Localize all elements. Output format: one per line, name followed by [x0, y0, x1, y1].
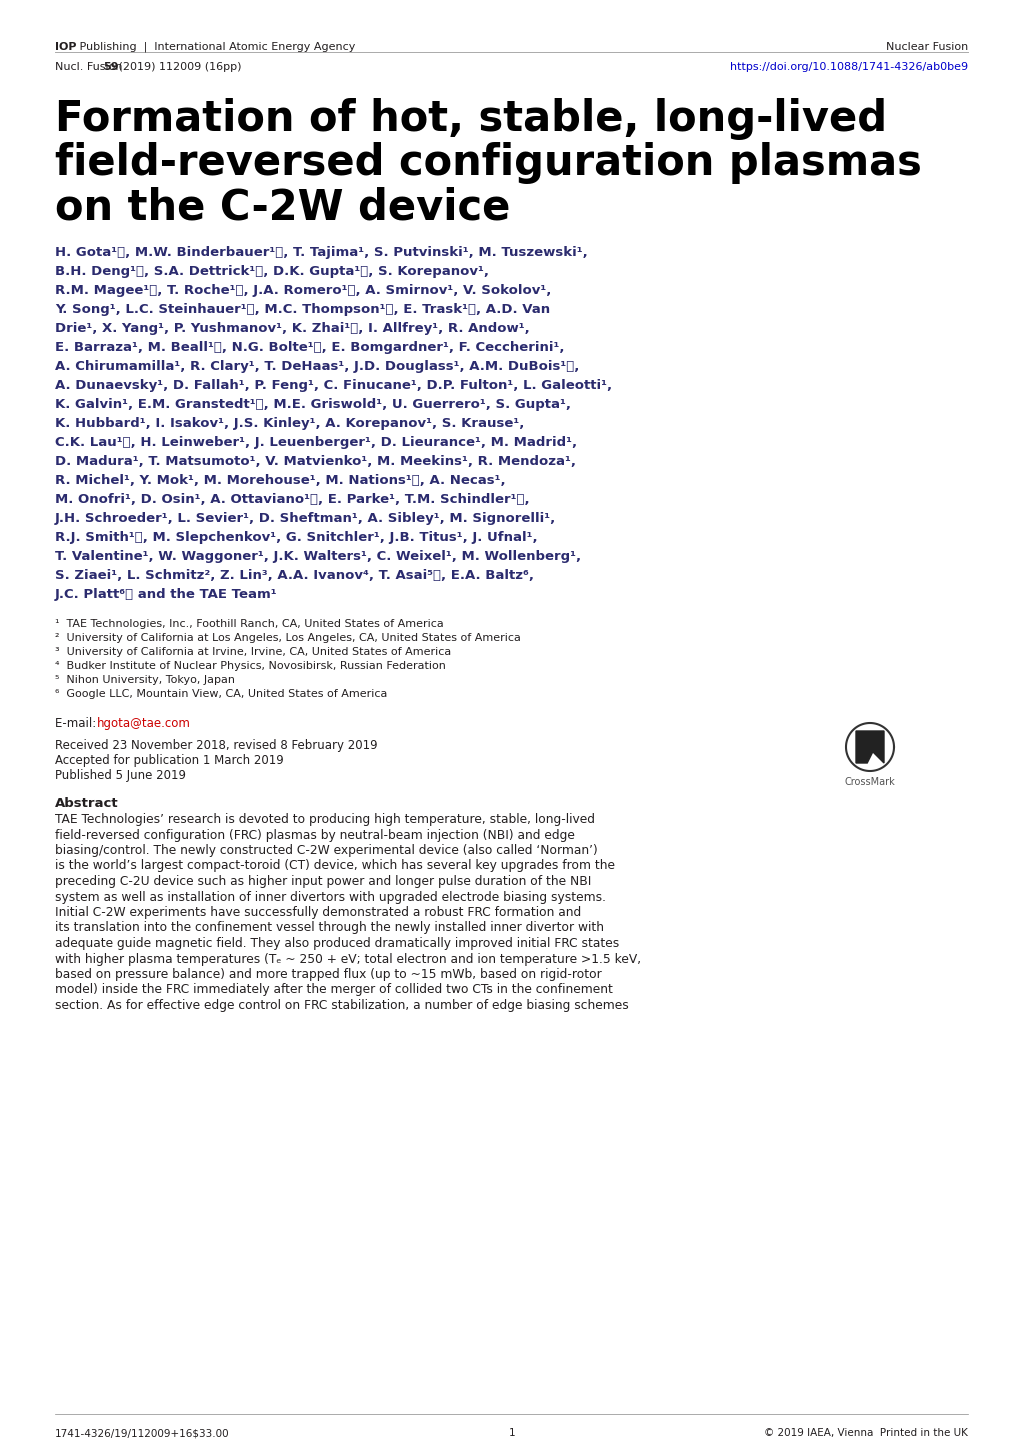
Polygon shape [855, 731, 883, 763]
Text: © 2019 IAEA, Vienna  Printed in the UK: © 2019 IAEA, Vienna Printed in the UK [763, 1428, 967, 1438]
Text: Received 23 November 2018, revised 8 February 2019: Received 23 November 2018, revised 8 Feb… [55, 738, 377, 751]
Text: Abstract: Abstract [55, 797, 118, 810]
Text: field-reversed configuration (FRC) plasmas by neutral-beam injection (NBI) and e: field-reversed configuration (FRC) plasm… [55, 829, 575, 842]
Text: hgota@tae.com: hgota@tae.com [97, 717, 191, 730]
Text: adequate guide magnetic field. They also produced dramatically improved initial : adequate guide magnetic field. They also… [55, 937, 619, 950]
Text: C.K. Lau¹ⓘ, H. Leinweber¹, J. Leuenberger¹, D. Lieurance¹, M. Madrid¹,: C.K. Lau¹ⓘ, H. Leinweber¹, J. Leuenberge… [55, 435, 577, 448]
Text: K. Galvin¹, E.M. Granstedt¹ⓘ, M.E. Griswold¹, U. Guerrero¹, S. Gupta¹,: K. Galvin¹, E.M. Granstedt¹ⓘ, M.E. Grisw… [55, 398, 571, 411]
Text: 1741-4326/19/112009+16$33.00: 1741-4326/19/112009+16$33.00 [55, 1428, 229, 1438]
Text: ³  University of California at Irvine, Irvine, CA, United States of America: ³ University of California at Irvine, Ir… [55, 647, 450, 658]
Text: with higher plasma temperatures (Tₑ ~ 250 + eV; total electron and ion temperatu: with higher plasma temperatures (Tₑ ~ 25… [55, 953, 641, 966]
Text: R.M. Magee¹ⓘ, T. Roche¹ⓘ, J.A. Romero¹ⓘ, A. Smirnov¹, V. Sokolov¹,: R.M. Magee¹ⓘ, T. Roche¹ⓘ, J.A. Romero¹ⓘ,… [55, 284, 551, 297]
Text: based on pressure balance) and more trapped flux (up to ~15 mWb, based on rigid-: based on pressure balance) and more trap… [55, 968, 601, 981]
Text: section. As for effective edge control on FRC stabilization, a number of edge bi: section. As for effective edge control o… [55, 999, 628, 1012]
Text: Formation of hot, stable, long-lived: Formation of hot, stable, long-lived [55, 98, 887, 140]
Text: S. Ziaei¹, L. Schmitz², Z. Lin³, A.A. Ivanov⁴, T. Asai⁵ⓘ, E.A. Baltz⁶,: S. Ziaei¹, L. Schmitz², Z. Lin³, A.A. Iv… [55, 570, 534, 583]
Text: Initial C-2W experiments have successfully demonstrated a robust FRC formation a: Initial C-2W experiments have successful… [55, 906, 581, 919]
Text: M. Onofri¹, D. Osin¹, A. Ottaviano¹ⓘ, E. Parke¹, T.M. Schindler¹ⓘ,: M. Onofri¹, D. Osin¹, A. Ottaviano¹ⓘ, E.… [55, 493, 529, 506]
Text: (2019) 112009 (16pp): (2019) 112009 (16pp) [115, 62, 242, 72]
Text: R. Michel¹, Y. Mok¹, M. Morehouse¹, M. Nations¹ⓘ, A. Necas¹,: R. Michel¹, Y. Mok¹, M. Morehouse¹, M. N… [55, 474, 505, 487]
Text: T. Valentine¹, W. Waggoner¹, J.K. Walters¹, C. Weixel¹, M. Wollenberg¹,: T. Valentine¹, W. Waggoner¹, J.K. Walter… [55, 549, 581, 562]
Text: field-reversed configuration plasmas: field-reversed configuration plasmas [55, 141, 921, 185]
Text: D. Madura¹, T. Matsumoto¹, V. Matvienko¹, M. Meekins¹, R. Mendoza¹,: D. Madura¹, T. Matsumoto¹, V. Matvienko¹… [55, 456, 576, 469]
Text: K. Hubbard¹, I. Isakov¹, J.S. Kinley¹, A. Korepanov¹, S. Krause¹,: K. Hubbard¹, I. Isakov¹, J.S. Kinley¹, A… [55, 417, 524, 430]
Text: J.H. Schroeder¹, L. Sevier¹, D. Sheftman¹, A. Sibley¹, M. Signorelli¹,: J.H. Schroeder¹, L. Sevier¹, D. Sheftman… [55, 512, 555, 525]
Text: biasing/control. The newly constructed C-2W experimental device (also called ‘No: biasing/control. The newly constructed C… [55, 844, 597, 857]
Text: https://doi.org/10.1088/1741-4326/ab0be9: https://doi.org/10.1088/1741-4326/ab0be9 [730, 62, 967, 72]
Text: A. Chirumamilla¹, R. Clary¹, T. DeHaas¹, J.D. Douglass¹, A.M. DuBois¹ⓘ,: A. Chirumamilla¹, R. Clary¹, T. DeHaas¹,… [55, 360, 579, 373]
Text: ⁵  Nihon University, Tokyo, Japan: ⁵ Nihon University, Tokyo, Japan [55, 675, 234, 685]
Text: TAE Technologies’ research is devoted to producing high temperature, stable, lon: TAE Technologies’ research is devoted to… [55, 813, 594, 826]
Text: system as well as installation of inner divertors with upgraded electrode biasin: system as well as installation of inner … [55, 891, 605, 904]
Text: ¹  TAE Technologies, Inc., Foothill Ranch, CA, United States of America: ¹ TAE Technologies, Inc., Foothill Ranch… [55, 619, 443, 629]
Text: CrossMark: CrossMark [844, 777, 895, 787]
Text: Drie¹, X. Yang¹, P. Yushmanov¹, K. Zhai¹ⓘ, I. Allfrey¹, R. Andow¹,: Drie¹, X. Yang¹, P. Yushmanov¹, K. Zhai¹… [55, 322, 529, 335]
Text: J.C. Platt⁶ⓘ and the TAE Team¹: J.C. Platt⁶ⓘ and the TAE Team¹ [55, 588, 277, 601]
Text: ⁶  Google LLC, Mountain View, CA, United States of America: ⁶ Google LLC, Mountain View, CA, United … [55, 689, 387, 699]
Text: Y. Song¹, L.C. Steinhauer¹ⓘ, M.C. Thompson¹ⓘ, E. Trask¹ⓘ, A.D. Van: Y. Song¹, L.C. Steinhauer¹ⓘ, M.C. Thomps… [55, 303, 549, 316]
Text: IOP: IOP [55, 42, 76, 52]
Text: A. Dunaevsky¹, D. Fallah¹, P. Feng¹, C. Finucane¹, D.P. Fulton¹, L. Galeotti¹,: A. Dunaevsky¹, D. Fallah¹, P. Feng¹, C. … [55, 379, 611, 392]
Text: B.H. Deng¹ⓘ, S.A. Dettrick¹ⓘ, D.K. Gupta¹ⓘ, S. Korepanov¹,: B.H. Deng¹ⓘ, S.A. Dettrick¹ⓘ, D.K. Gupta… [55, 265, 488, 278]
Text: H. Gota¹ⓘ, M.W. Binderbauer¹ⓘ, T. Tajima¹, S. Putvinski¹, M. Tuszewski¹,: H. Gota¹ⓘ, M.W. Binderbauer¹ⓘ, T. Tajima… [55, 247, 587, 260]
Text: Accepted for publication 1 March 2019: Accepted for publication 1 March 2019 [55, 754, 283, 767]
Text: ²  University of California at Los Angeles, Los Angeles, CA, United States of Am: ² University of California at Los Angele… [55, 633, 521, 643]
Text: on the C-2W device: on the C-2W device [55, 186, 510, 228]
Text: 1: 1 [508, 1428, 515, 1438]
Text: R.J. Smith¹ⓘ, M. Slepchenkov¹, G. Snitchler¹, J.B. Titus¹, J. Ufnal¹,: R.J. Smith¹ⓘ, M. Slepchenkov¹, G. Snitch… [55, 531, 537, 544]
Text: is the world’s largest compact-toroid (CT) device, which has several key upgrade: is the world’s largest compact-toroid (C… [55, 859, 614, 872]
Text: model) inside the FRC immediately after the merger of collided two CTs in the co: model) inside the FRC immediately after … [55, 983, 612, 996]
Text: E-mail:: E-mail: [55, 717, 100, 730]
Text: ⁴  Budker Institute of Nuclear Physics, Novosibirsk, Russian Federation: ⁴ Budker Institute of Nuclear Physics, N… [55, 660, 445, 671]
Text: Published 5 June 2019: Published 5 June 2019 [55, 769, 185, 782]
Text: its translation into the confinement vessel through the newly installed inner di: its translation into the confinement ves… [55, 921, 603, 934]
Text: 59: 59 [103, 62, 118, 72]
Text: E. Barraza¹, M. Beall¹ⓘ, N.G. Bolte¹ⓘ, E. Bomgardner¹, F. Ceccherini¹,: E. Barraza¹, M. Beall¹ⓘ, N.G. Bolte¹ⓘ, E… [55, 340, 564, 353]
Text: Publishing  |  International Atomic Energy Agency: Publishing | International Atomic Energy… [76, 42, 355, 52]
Text: Nucl. Fusion: Nucl. Fusion [55, 62, 126, 72]
Text: preceding C-2U device such as higher input power and longer pulse duration of th: preceding C-2U device such as higher inp… [55, 875, 591, 888]
Text: Nuclear Fusion: Nuclear Fusion [884, 42, 967, 52]
